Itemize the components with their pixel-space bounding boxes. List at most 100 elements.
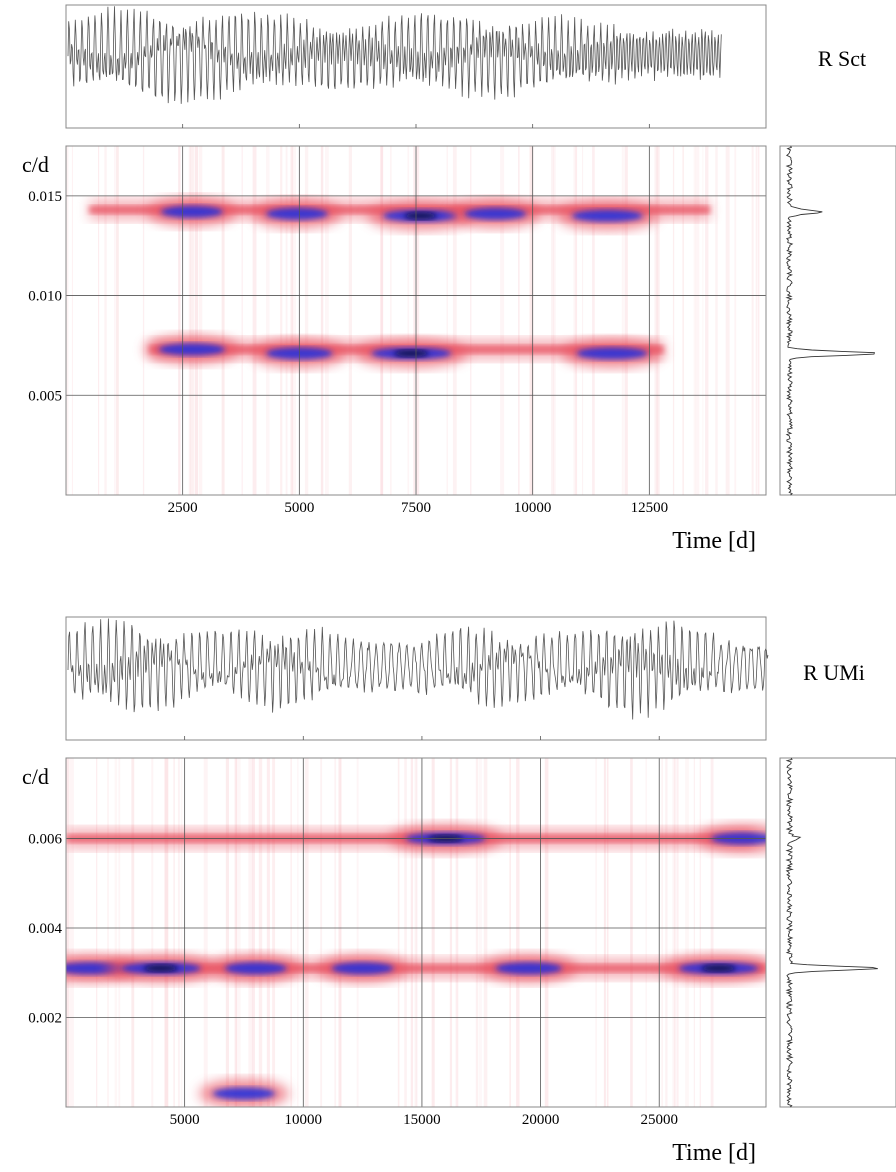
rsct-streak [143,146,145,495]
rumi-streak [118,758,121,1107]
rumi-peak [495,962,562,975]
rsct-streak [320,146,324,495]
rsct-lightcurve [67,6,722,104]
rsct-streak [66,146,69,495]
rsct-spectrum [785,145,875,496]
rumi-streak [338,758,341,1107]
rumi-streak [416,758,418,1107]
rsct-xtick-label: 10000 [514,500,552,516]
rumi-streak [483,758,488,1107]
rsct-streak [758,146,760,495]
rumi-ytick-label: 0.004 [28,921,62,937]
rsct-streak [518,146,520,495]
rumi-streak [544,758,549,1107]
rumi-streak [297,758,299,1107]
rsct-xtick-label: 2500 [168,500,198,516]
rumi-ylabel: c/d [22,764,49,789]
rsct-ytick-label: 0.010 [28,289,62,305]
rumi-streak [248,758,253,1107]
rumi-streak [131,758,135,1107]
rumi-streak [164,758,169,1107]
rumi-spectrum-line [785,757,878,1108]
rsct-streak [656,146,660,495]
rumi-streak [114,758,118,1107]
rumi-streak [151,758,154,1107]
rsct-streak [725,146,730,495]
rsct-streak [407,146,410,495]
rsct-streak [114,146,116,495]
rumi-xtick-label: 5000 [170,1112,200,1128]
rsct-streak [734,146,737,495]
rsct-xtick-label: 5000 [284,500,314,516]
rumi-streak [304,758,309,1107]
rsct-streak [98,146,100,495]
rsct-streak [380,146,383,495]
rsct-streak [413,146,415,495]
rumi-ytick-label: 0.006 [28,832,62,848]
rumi-streak [645,758,647,1107]
rumi-streak [356,758,359,1107]
rumi-streak [203,758,208,1107]
rumi-title: R UMi [803,660,865,685]
rumi-streak [685,758,689,1107]
rsct-peak [464,207,527,220]
rsct-streak [190,146,194,495]
rumi-streak [478,758,482,1107]
rumi-streak [456,758,459,1107]
rumi-streak [334,758,337,1107]
rsct-streak [755,146,758,495]
rsct-streak [551,146,554,495]
rsct-streak [266,146,270,495]
rsct-streak [199,146,203,495]
rumi-streak [66,758,70,1107]
rumi-streak [710,758,714,1107]
rsct-peak [265,207,329,220]
rumi-ridge [66,964,766,973]
rumi-streak [410,758,414,1107]
rsct-streak [324,146,329,495]
rsct-streak [415,146,420,495]
rsct-streak [672,146,675,495]
rumi-xtick-label: 15000 [403,1112,441,1128]
rumi-streak [404,758,407,1107]
rsct-peak [158,343,226,356]
rumi-streak [509,758,511,1107]
rumi-streak [233,758,237,1107]
rumi-panel: R UMi c/d 0.002 0.004 0.006 5000 10000 15000… [22,616,896,1166]
rsct-streak [530,146,534,495]
rsct-timeseries [67,6,722,104]
rsct-streak [452,146,457,495]
rumi-streak [397,758,400,1107]
rsct-title: R Sct [818,46,866,71]
rsct-streak [621,146,624,495]
rumi-streak [674,758,677,1107]
rsct-streak [348,146,352,495]
rumi-streak [177,758,180,1107]
rsct-grid [66,124,766,495]
rsct-peak [160,205,224,218]
rsct-streak [553,146,556,495]
rsct-streak [624,146,628,495]
rumi-timeseries-box [65,616,767,741]
rumi-streak [595,758,597,1107]
rumi-streak [661,758,663,1107]
rsct-heatmap-frame [65,145,767,496]
rumi-peak-core [143,964,179,972]
rsct-heatmap [66,146,760,495]
rumi-streak [225,758,229,1107]
rsct-peak-core [393,349,429,357]
rumi-streak [96,758,98,1107]
rumi-streak [290,758,292,1107]
rumi-streak [693,758,695,1107]
rsct-streak [178,146,181,495]
rumi-streak [258,758,263,1107]
rumi-peak [331,962,394,975]
rumi-streak [449,758,453,1107]
rumi-streak [164,758,169,1107]
rsct-streak [682,146,684,495]
rumi-streak [414,758,418,1107]
rsct-x-ticks: 2500 5000 7500 10000 12500 [168,500,668,516]
rumi-streak [665,758,668,1107]
rumi-streak [251,758,255,1107]
rumi-streak [455,758,459,1107]
